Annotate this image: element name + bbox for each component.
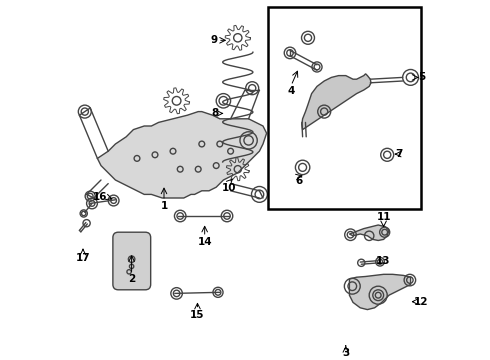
Text: 16: 16 [93, 192, 107, 202]
Polygon shape [349, 274, 411, 310]
Text: 13: 13 [375, 256, 390, 266]
FancyBboxPatch shape [113, 232, 151, 290]
Text: 14: 14 [197, 237, 212, 247]
Text: 3: 3 [342, 348, 349, 359]
Text: 15: 15 [190, 310, 205, 320]
Polygon shape [98, 112, 267, 198]
Text: 8: 8 [212, 108, 219, 118]
Polygon shape [302, 74, 371, 130]
Text: 9: 9 [211, 35, 218, 45]
Text: 7: 7 [395, 149, 403, 159]
Text: 10: 10 [221, 183, 236, 193]
Text: 6: 6 [295, 176, 303, 186]
Text: 11: 11 [376, 212, 391, 222]
Text: 17: 17 [75, 253, 90, 263]
Text: 2: 2 [128, 274, 135, 284]
Text: 5: 5 [418, 72, 425, 82]
Text: 4: 4 [288, 86, 295, 96]
Polygon shape [349, 225, 389, 240]
Text: 1: 1 [160, 201, 168, 211]
Text: 12: 12 [414, 297, 428, 307]
Bar [269, 7, 421, 209]
